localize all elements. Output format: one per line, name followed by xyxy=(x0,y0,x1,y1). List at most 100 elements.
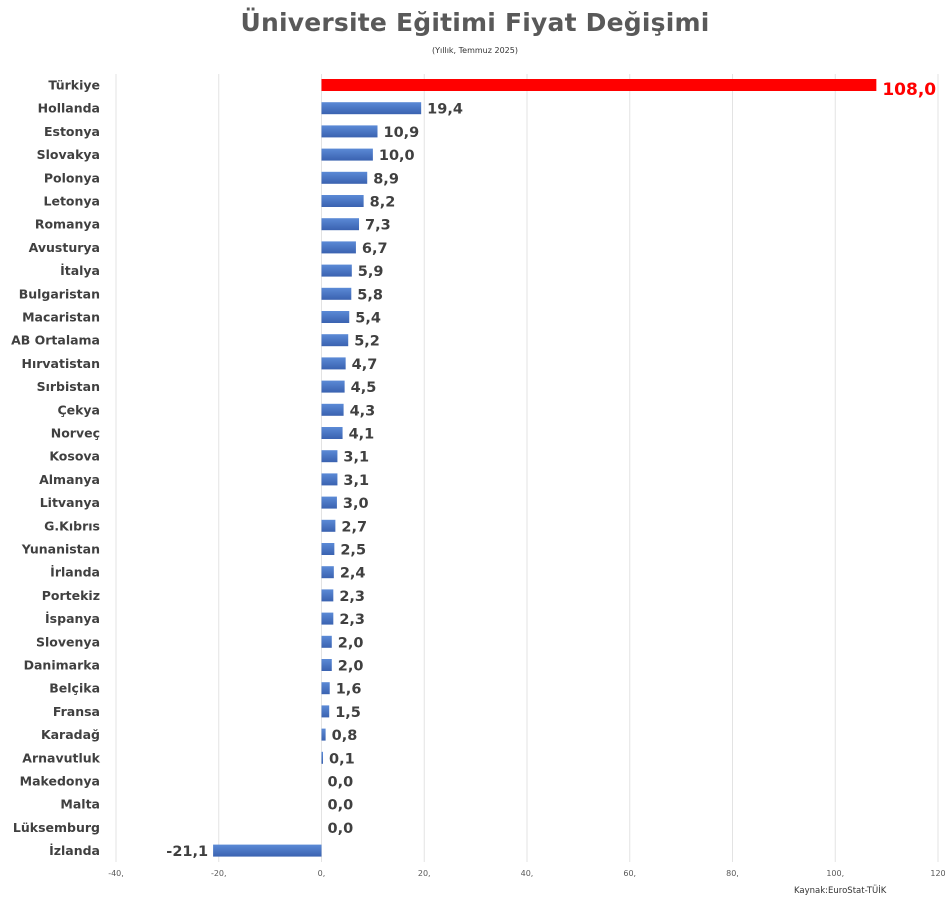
x-tick-label: 40, xyxy=(521,869,534,878)
bar xyxy=(321,705,330,718)
data-label: 7,3 xyxy=(365,218,391,234)
bar xyxy=(321,751,323,764)
bar xyxy=(213,844,322,857)
gridlines xyxy=(115,74,939,862)
bar xyxy=(321,102,422,115)
data-label: 10,9 xyxy=(383,125,419,141)
data-label: 2,3 xyxy=(339,612,365,628)
bar xyxy=(321,589,334,602)
data-label: 2,7 xyxy=(341,519,367,535)
data-label: 4,7 xyxy=(352,357,378,373)
category-label: Fransa xyxy=(53,704,100,719)
category-label: Türkiye xyxy=(48,78,100,93)
bar xyxy=(321,659,332,671)
data-label: 0,1 xyxy=(329,751,355,767)
bar xyxy=(321,543,335,555)
data-label: 6,7 xyxy=(362,241,388,257)
x-tick-label: 100, xyxy=(826,869,844,878)
chart-subtitle: (Yıllık, Temmuz 2025) xyxy=(432,46,518,55)
bar xyxy=(321,311,350,323)
bar xyxy=(321,380,345,393)
category-label: Çekya xyxy=(57,402,100,417)
bars xyxy=(213,79,877,857)
category-label: Estonya xyxy=(44,124,100,139)
bar xyxy=(321,287,352,300)
bar xyxy=(321,357,346,370)
category-label: Slovakya xyxy=(37,147,100,162)
bar xyxy=(321,264,352,277)
category-label: Romanya xyxy=(35,217,100,232)
category-label: Kosova xyxy=(49,449,100,464)
category-label: Macaristan xyxy=(22,310,100,325)
bar xyxy=(321,635,332,648)
category-label: Arnavutluk xyxy=(22,750,100,765)
bar xyxy=(321,241,356,254)
category-label: Sırbistan xyxy=(37,379,100,394)
data-label: 0,0 xyxy=(328,775,354,791)
bar xyxy=(321,612,334,625)
category-label: AB Ortalama xyxy=(11,333,100,348)
data-label: 19,4 xyxy=(427,102,463,118)
bar xyxy=(321,195,364,207)
category-label: Hırvatistan xyxy=(21,356,100,371)
data-label: 0,0 xyxy=(328,821,354,837)
x-tick-label: 0, xyxy=(318,869,326,878)
data-label: 3,1 xyxy=(343,450,369,466)
x-tick-label: -40, xyxy=(108,869,124,878)
data-label: 2,5 xyxy=(340,543,366,559)
bar xyxy=(321,519,336,532)
category-label: İrlanda xyxy=(50,565,100,580)
data-label: 2,3 xyxy=(339,589,365,605)
data-label: 2,0 xyxy=(338,635,364,651)
category-label: Slovenya xyxy=(36,634,100,649)
category-label: Yunanistan xyxy=(21,542,100,557)
category-label: İspanya xyxy=(45,611,100,626)
category-label: Avusturya xyxy=(29,240,100,255)
data-label: 4,3 xyxy=(350,403,376,419)
data-label: 4,1 xyxy=(349,427,375,443)
data-label: 8,9 xyxy=(373,171,399,187)
x-tick-label: 120 xyxy=(930,869,945,878)
x-tick-label: 60, xyxy=(623,869,636,878)
chart-title: Üniversite Eğitimi Fiyat Değişimi xyxy=(240,8,710,37)
category-label: Litvanya xyxy=(40,495,100,510)
data-label: 5,9 xyxy=(358,264,384,280)
bar xyxy=(321,728,326,741)
data-label: 10,0 xyxy=(379,148,415,164)
category-label: Karadağ xyxy=(41,727,100,742)
data-label: 2,0 xyxy=(338,659,364,675)
labels: -40, -20, 0, 20, 40, 60, 80, 100, 120 Türkiye 108,… xyxy=(11,78,946,879)
category-label: İtalya xyxy=(60,263,100,278)
category-label: Polonya xyxy=(44,170,100,185)
category-label: Bulgaristan xyxy=(19,286,100,301)
bar xyxy=(321,450,338,463)
data-label: 3,0 xyxy=(343,496,369,512)
x-tick-label: 20, xyxy=(418,869,431,878)
data-label: 3,1 xyxy=(343,473,369,489)
category-label: Hollanda xyxy=(38,101,100,116)
bar xyxy=(321,566,334,579)
bar-highlight xyxy=(321,79,877,91)
bar xyxy=(321,171,368,184)
data-label: 0,8 xyxy=(332,728,358,744)
data-label: 1,5 xyxy=(335,705,361,721)
category-label: Malta xyxy=(60,797,100,812)
bar xyxy=(321,218,360,231)
x-tick-label: -20, xyxy=(211,869,227,878)
chart-source: Kaynak:EuroStat-TÜİK xyxy=(794,886,887,896)
bar xyxy=(321,473,338,486)
bar xyxy=(321,496,337,509)
bar xyxy=(321,125,378,138)
category-label: Portekiz xyxy=(42,588,100,603)
data-label: 5,8 xyxy=(357,287,383,303)
data-label: 5,4 xyxy=(355,311,381,327)
category-label: Almanya xyxy=(39,472,100,487)
data-label: 2,4 xyxy=(340,566,366,582)
data-label: 0,0 xyxy=(328,798,354,814)
data-label: 8,2 xyxy=(370,195,396,211)
category-label: G.Kıbrıs xyxy=(44,518,100,533)
bar xyxy=(321,682,330,695)
bar xyxy=(321,334,349,347)
data-label: -21,1 xyxy=(166,844,208,860)
